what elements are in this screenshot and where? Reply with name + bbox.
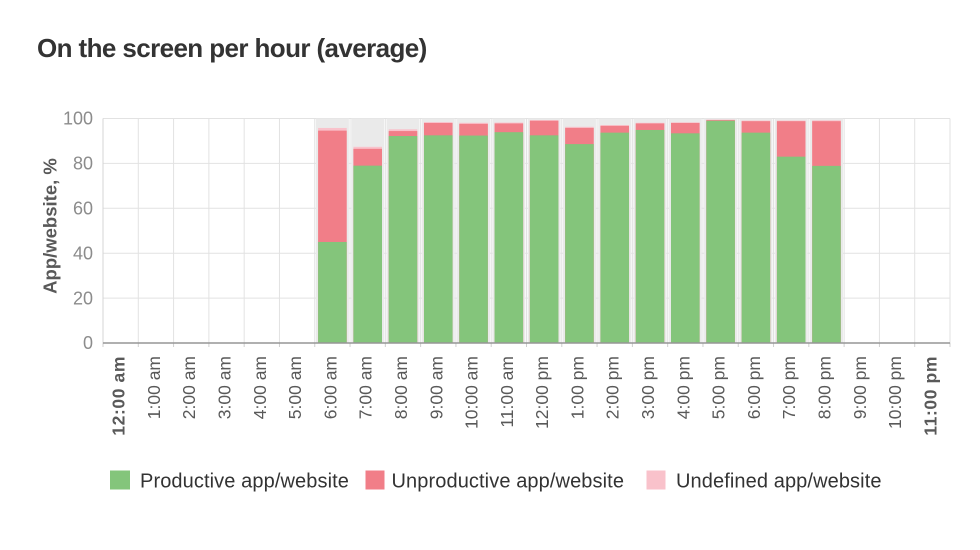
svg-text:9:00 pm: 9:00 pm bbox=[850, 356, 870, 419]
svg-text:8:00 am: 8:00 am bbox=[391, 356, 411, 419]
svg-text:7:00 pm: 7:00 pm bbox=[779, 356, 799, 419]
svg-text:100: 100 bbox=[63, 109, 93, 129]
svg-text:5:00 am: 5:00 am bbox=[285, 356, 305, 419]
svg-text:App/website, %: App/website, % bbox=[40, 158, 61, 294]
svg-text:1:00 pm: 1:00 pm bbox=[567, 356, 587, 419]
svg-text:6:00 am: 6:00 am bbox=[320, 356, 340, 419]
svg-text:2:00 am: 2:00 am bbox=[179, 356, 199, 419]
svg-text:40: 40 bbox=[73, 243, 93, 263]
svg-text:7:00 am: 7:00 am bbox=[356, 356, 376, 419]
svg-text:4:00 pm: 4:00 pm bbox=[673, 356, 693, 419]
svg-text:20: 20 bbox=[73, 288, 93, 308]
svg-text:Unproductive app/website: Unproductive app/website bbox=[392, 471, 625, 493]
svg-text:2:00 pm: 2:00 pm bbox=[603, 356, 623, 419]
svg-text:Productive app/website: Productive app/website bbox=[140, 471, 349, 493]
svg-text:6:00 pm: 6:00 pm bbox=[744, 356, 764, 419]
svg-text:3:00 pm: 3:00 pm bbox=[638, 356, 658, 419]
svg-text:Undefined app/website: Undefined app/website bbox=[676, 471, 882, 493]
svg-text:10:00 am: 10:00 am bbox=[462, 356, 482, 429]
svg-text:80: 80 bbox=[73, 154, 93, 174]
svg-text:12:00 pm: 12:00 pm bbox=[532, 356, 552, 429]
svg-text:11:00 am: 11:00 am bbox=[497, 356, 517, 428]
svg-text:9:00 am: 9:00 am bbox=[426, 356, 446, 419]
svg-text:5:00 pm: 5:00 pm bbox=[709, 356, 729, 419]
svg-text:60: 60 bbox=[73, 199, 93, 219]
svg-text:8:00 pm: 8:00 pm bbox=[814, 356, 834, 419]
svg-text:3:00 am: 3:00 am bbox=[215, 356, 235, 419]
svg-text:4:00 am: 4:00 am bbox=[250, 356, 270, 419]
svg-text:1:00 am: 1:00 am bbox=[144, 356, 164, 419]
svg-text:10:00 pm: 10:00 pm bbox=[885, 356, 905, 429]
svg-text:11:00 pm: 11:00 pm bbox=[920, 356, 940, 436]
svg-text:12:00 am: 12:00 am bbox=[109, 356, 129, 436]
svg-text:0: 0 bbox=[83, 333, 93, 353]
